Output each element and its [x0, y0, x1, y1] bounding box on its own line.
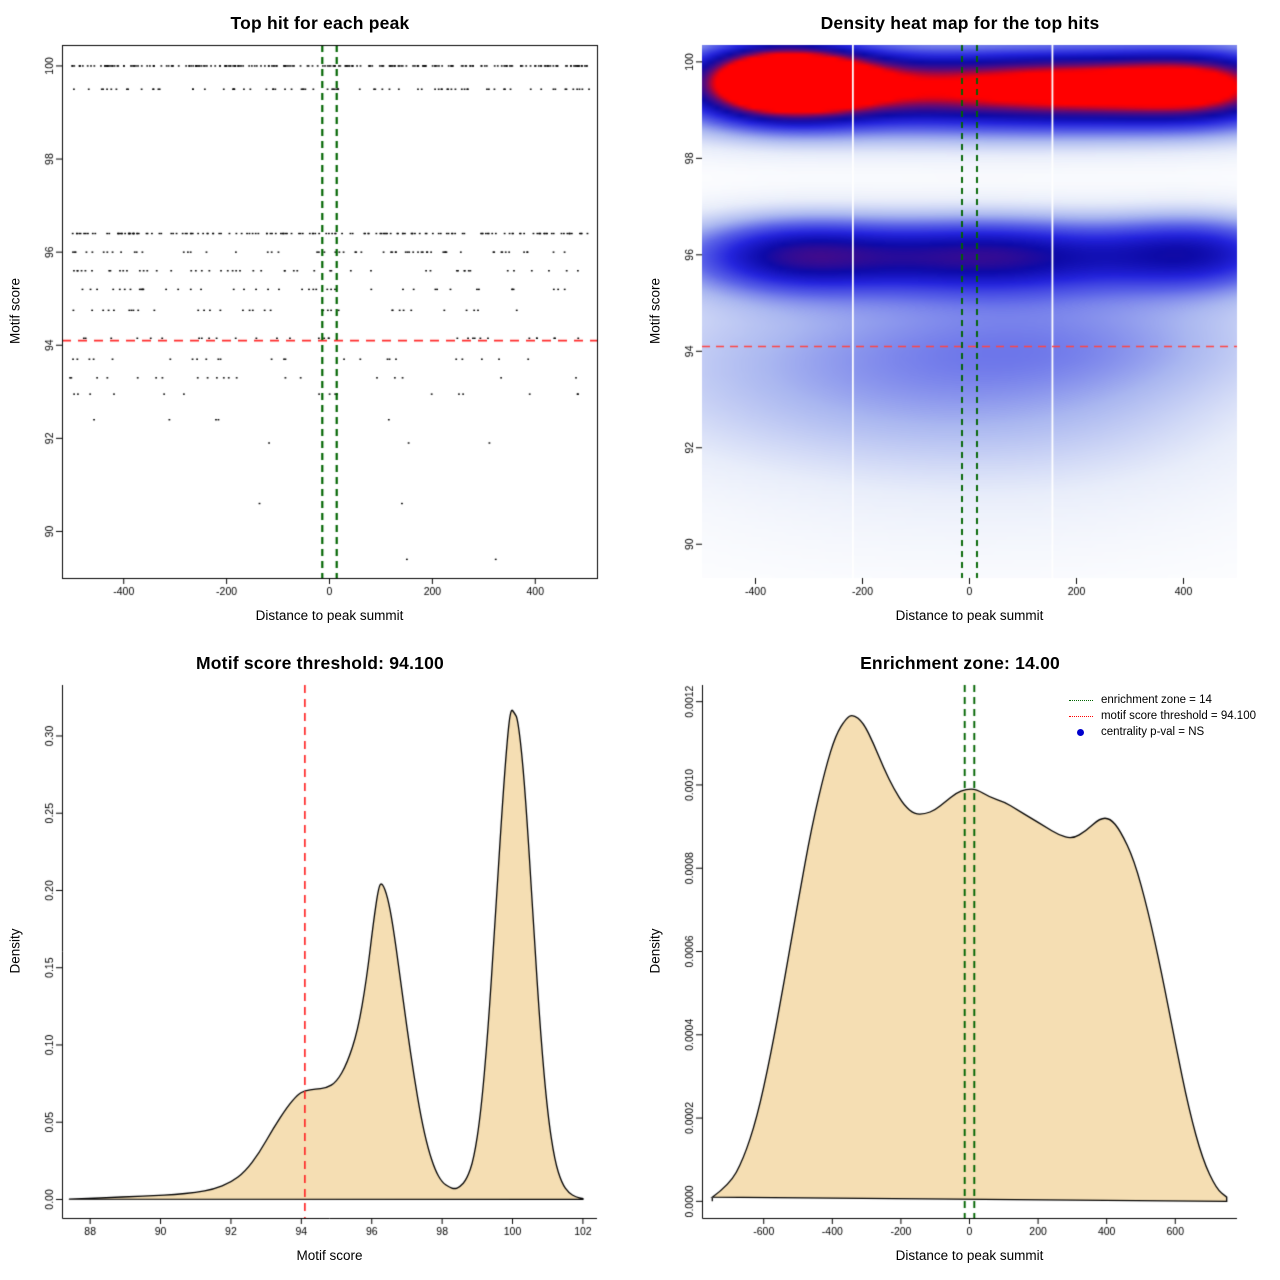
- y-axis-label: Density: [647, 928, 663, 974]
- scatter-plot-canvas: [0, 0, 640, 640]
- legend-label: motif score threshold = 94.100: [1100, 710, 1256, 722]
- x-axis-label: Distance to peak summit: [255, 608, 404, 623]
- y-axis-label: Density: [7, 928, 23, 974]
- legend-item-motif-threshold: motif score threshold = 94.100: [1068, 710, 1256, 722]
- panel-title: Motif score threshold: 94.100: [196, 653, 444, 673]
- threshold-dotted-line-icon: [1068, 715, 1093, 717]
- panel-density-heatmap: Density heat map for the top hits Distan…: [640, 0, 1280, 640]
- panel-title: Top hit for each peak: [230, 13, 410, 33]
- legend: enrichment zone = 14 motif score thresho…: [1068, 694, 1256, 738]
- legend-item-enrichment-zone: enrichment zone = 14: [1068, 694, 1256, 706]
- y-axis-label: Motif score: [647, 277, 663, 345]
- panel-top-hit-scatter: Top hit for each peak Distance to peak s…: [0, 0, 640, 640]
- score-density-canvas: [0, 640, 640, 1280]
- x-axis-label: Distance to peak summit: [895, 608, 1044, 623]
- panel-motif-score-density: Motif score threshold: 94.100 Motif scor…: [0, 640, 640, 1280]
- panel-enrichment-zone-density: Enrichment zone: 14.00 Distance to peak …: [640, 640, 1280, 1280]
- x-axis-label: Distance to peak summit: [895, 1248, 1044, 1263]
- panel-title: Enrichment zone: 14.00: [860, 653, 1060, 673]
- legend-label: centrality p-val = NS: [1100, 726, 1205, 738]
- enrichment-zone-dotted-line-icon: [1068, 699, 1093, 701]
- panel-title: Density heat map for the top hits: [820, 13, 1100, 33]
- centrality-point-icon: [1077, 728, 1085, 736]
- y-axis-label: Motif score: [7, 277, 23, 345]
- heatmap-canvas: [640, 0, 1280, 640]
- x-axis-label: Motif score: [296, 1248, 363, 1263]
- legend-label: enrichment zone = 14: [1100, 694, 1212, 706]
- legend-item-centrality-pval: centrality p-val = NS: [1069, 726, 1256, 738]
- distance-density-canvas: [640, 640, 1280, 1280]
